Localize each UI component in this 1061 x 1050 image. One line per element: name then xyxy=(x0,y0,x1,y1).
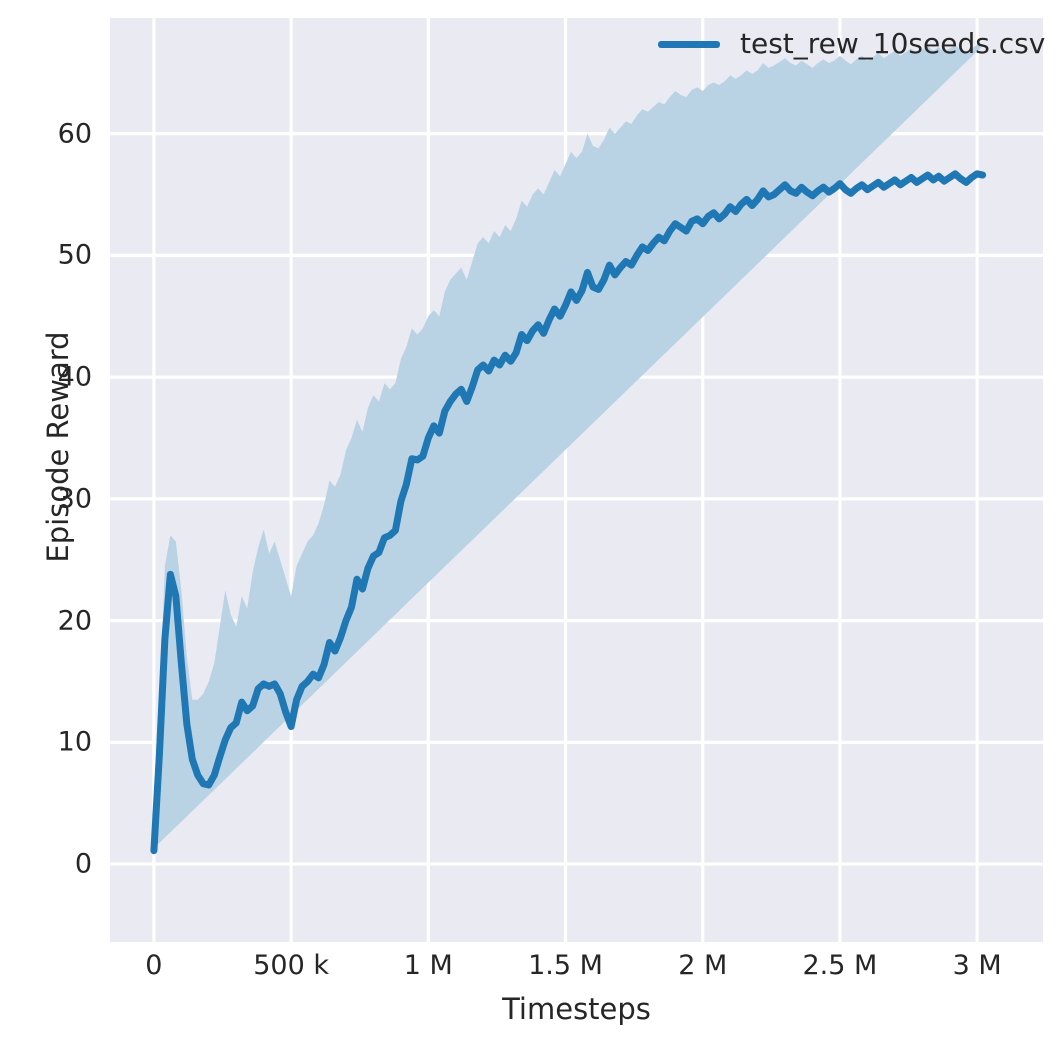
legend-label: test_rew_10seeds.csv xyxy=(740,27,1046,60)
grid-lines xyxy=(110,18,1043,942)
confidence-band xyxy=(153,44,983,849)
y-tick-label: 40 xyxy=(57,361,92,393)
y-tick-label: 30 xyxy=(57,483,92,515)
plot-area xyxy=(110,18,1043,942)
series-line xyxy=(150,170,987,855)
legend-color-swatch xyxy=(658,40,720,48)
y-tick-label: 0 xyxy=(74,848,92,880)
y-axis-label: Episode Reward xyxy=(41,331,75,563)
x-tick-label: 2.5 M xyxy=(802,950,878,981)
legend: test_rew_10seeds.csv xyxy=(650,26,1053,62)
x-tick-label: 1.5 M xyxy=(528,950,603,981)
x-tick-label: 1 M xyxy=(403,950,453,981)
y-tick-label: 20 xyxy=(57,605,92,637)
plot-canvas xyxy=(110,18,1043,942)
x-axis-label: Timesteps xyxy=(502,992,651,1026)
y-tick-label: 50 xyxy=(57,239,92,271)
x-tick-label: 3 M xyxy=(952,950,1002,981)
x-tick-label: 2 M xyxy=(678,950,728,981)
y-tick-label: 60 xyxy=(57,118,92,150)
x-tick-label: 500 k xyxy=(253,950,329,981)
x-tick-label: 0 xyxy=(145,950,163,981)
y-tick-label: 10 xyxy=(57,726,92,758)
